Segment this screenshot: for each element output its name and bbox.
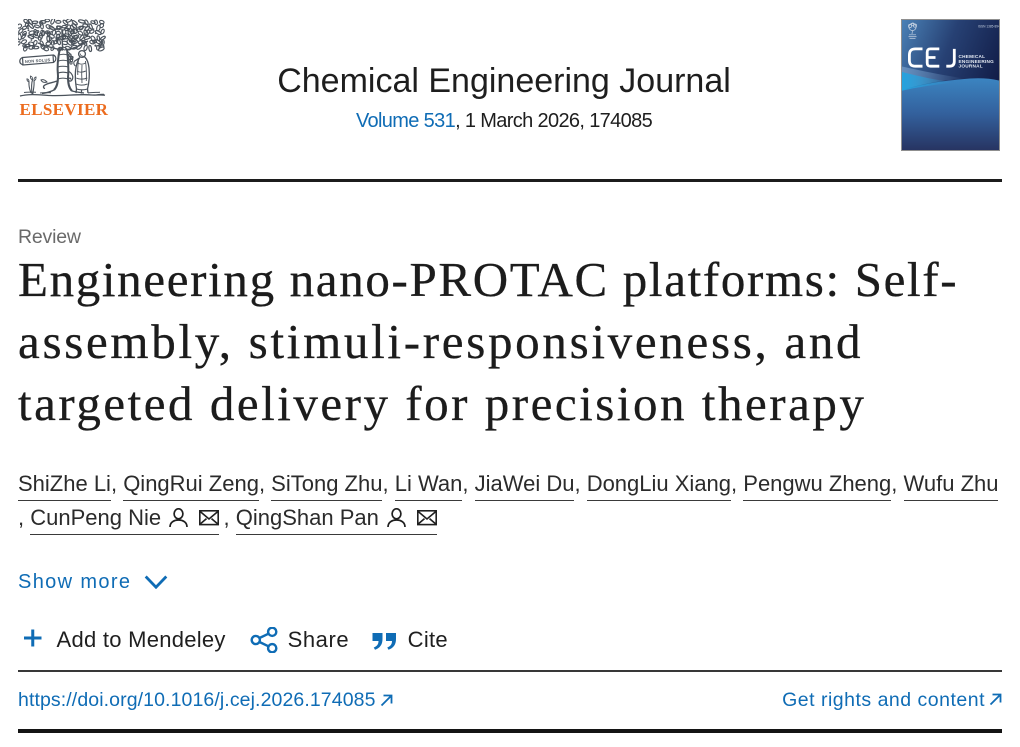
svg-text:ISSN 1385-8947: ISSN 1385-8947 xyxy=(978,25,999,29)
svg-text:NON SOLUS: NON SOLUS xyxy=(25,57,51,64)
svg-text:ENGINEERING: ENGINEERING xyxy=(959,59,995,64)
svg-text:JOURNAL: JOURNAL xyxy=(959,64,983,69)
svg-text:CHEMICAL: CHEMICAL xyxy=(959,54,986,59)
